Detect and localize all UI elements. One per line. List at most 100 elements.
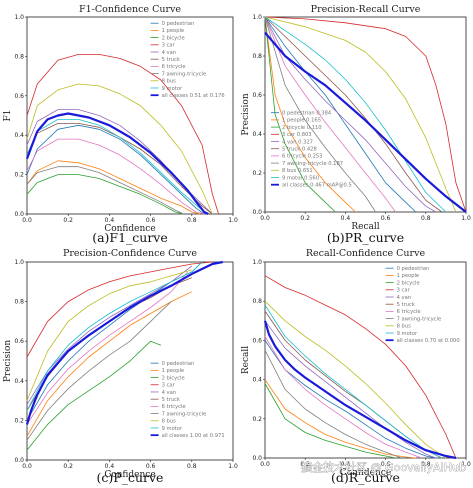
series-line [26, 138, 205, 215]
legend-entry: 4 van [162, 50, 177, 56]
y-tick-label: 0.4 [14, 132, 24, 139]
legend-entry: 8 bus [397, 324, 412, 330]
x-tick-label: 0.6 [146, 217, 156, 224]
chart-title: F1-Confidence Curve [79, 4, 181, 15]
series-line [264, 379, 416, 459]
series-line [264, 16, 396, 213]
series-line-all-classes [263, 320, 457, 460]
legend-entry: 4 van 0.327 [282, 139, 313, 145]
legend-entry: 5 truck 0.428 [282, 147, 317, 153]
series-line [264, 383, 396, 459]
legend-entry: 5 truck [162, 57, 180, 63]
legend-entry: 2 bicycle 0.110 [282, 125, 322, 131]
x-tick-label: 1.0 [461, 461, 471, 468]
y-tick-label: 1.0 [252, 259, 262, 266]
y-tick-label: 1.0 [14, 259, 24, 266]
legend-entry: 9 motor [162, 426, 183, 432]
legend-entry: 7 awning-tricycle [397, 316, 442, 322]
series-line [264, 300, 447, 459]
series-line [264, 275, 457, 459]
series-line-all-classes [264, 31, 467, 213]
y-tick-label: 0.8 [252, 53, 262, 60]
series-line [26, 124, 205, 215]
y-tick-label: 0.6 [252, 337, 262, 344]
legend-entry: 0 pedestrian [397, 266, 430, 272]
x-axis-label: Recall [351, 222, 379, 232]
y-tick-label: 0.2 [252, 170, 262, 177]
legend-entry: 9 motor 0.560 [282, 175, 319, 181]
x-tick-label: 1.0 [228, 217, 238, 224]
x-tick-label: 0.4 [105, 463, 115, 470]
legend-entry: 3 car [162, 43, 176, 49]
series-line [26, 54, 219, 215]
series-line [26, 261, 203, 411]
chart-3: Recall-Confidence Curve 0.0 0.2 0.4 0.6 0.8 1.… [241, 248, 471, 485]
y-tick-label: 0.0 [14, 211, 24, 218]
legend-entry: 8 bus [162, 79, 177, 85]
legend-entry: 4 van [162, 390, 177, 396]
legend-entry: 3 car [397, 288, 411, 294]
x-axis-label: Confidence [340, 468, 391, 478]
y-axis-label: Recall [241, 346, 251, 374]
chart-title: Recall-Confidence Curve [306, 248, 426, 259]
legend-entry: all classes 0.467 mAP@0.5 [282, 183, 352, 189]
series-line [264, 304, 443, 459]
y-tick-label: 0.2 [252, 416, 262, 423]
legend-entry: 3 car 0.803 [282, 132, 312, 138]
y-tick-label: 1.0 [252, 14, 262, 21]
x-axis-label: Confidence [104, 470, 155, 480]
legend-entry: 7 awning-tricycle [162, 71, 207, 77]
x-tick-label: 0.0 [260, 215, 270, 222]
series-line [26, 291, 192, 437]
series-line [26, 83, 213, 215]
y-tick-label: 0.2 [14, 417, 24, 424]
series-line [264, 320, 437, 459]
y-tick-label: 0.8 [14, 299, 24, 306]
series-line [26, 174, 184, 215]
legend-entry: 0 pedestrian [162, 361, 195, 367]
series-line [264, 340, 436, 459]
legend-entry: all classes 0.51 at 0.176 [162, 93, 225, 99]
legend-entry: 6 tricycle 0.253 [282, 154, 322, 160]
y-axis-label: Precision [3, 340, 13, 383]
y-tick-label: 0.6 [252, 92, 262, 99]
chart-title: Precision-Recall Curve [311, 4, 421, 15]
series-line [26, 261, 213, 358]
x-tick-label: 0.2 [63, 463, 73, 470]
series-line [264, 16, 447, 213]
legend-entry: all classes 1.00 at 0.971 [162, 433, 225, 439]
chart-0: F1-Confidence Curve 0.0 0.2 0.4 0.6 0.8 1.0 0.0… [3, 4, 238, 245]
legend-entry: 6 tricycle [162, 64, 186, 70]
series-line [264, 16, 457, 213]
figure-caption: (c)P_curve [97, 470, 164, 485]
y-tick-label: 0.8 [252, 298, 262, 305]
series-line [264, 16, 437, 213]
legend-entry: 0 pedestrian 0.384 [282, 111, 332, 117]
x-tick-label: 0.2 [63, 217, 73, 224]
y-tick-label: 0.0 [252, 455, 262, 462]
series-line [264, 350, 402, 459]
series-line [26, 271, 189, 425]
chart-title: Precision-Confidence Curve [63, 248, 197, 259]
series-line [264, 16, 356, 213]
x-tick-label: 0.0 [22, 463, 32, 470]
watermark-text: 掘金技术社区 @ GoovallyAIHub [301, 460, 466, 474]
legend-entry: 9 motor [397, 331, 418, 337]
series-line [26, 160, 201, 215]
legend-entry: 4 van [397, 295, 412, 301]
y-axis-label: F1 [3, 110, 13, 122]
figure-caption: (d)R_curve [331, 470, 400, 485]
y-tick-label: 0.6 [14, 338, 24, 345]
figure-caption: (a)F1_curve [92, 230, 168, 245]
legend-entry: 7 awning-tricycle 0.187 [282, 161, 343, 167]
y-tick-label: 0.4 [252, 377, 262, 384]
legend-entry: 5 truck [162, 397, 180, 403]
x-axis-label: Confidence [104, 224, 155, 234]
series-line-all-classes [25, 260, 223, 425]
x-tick-label: 0.0 [260, 461, 270, 468]
legend-entry: 6 tricycle [397, 309, 421, 315]
legend-entry: 8 bus [162, 419, 177, 425]
legend-entry: 0 pedestrian [162, 21, 195, 27]
x-tick-label: 0.8 [421, 461, 431, 468]
